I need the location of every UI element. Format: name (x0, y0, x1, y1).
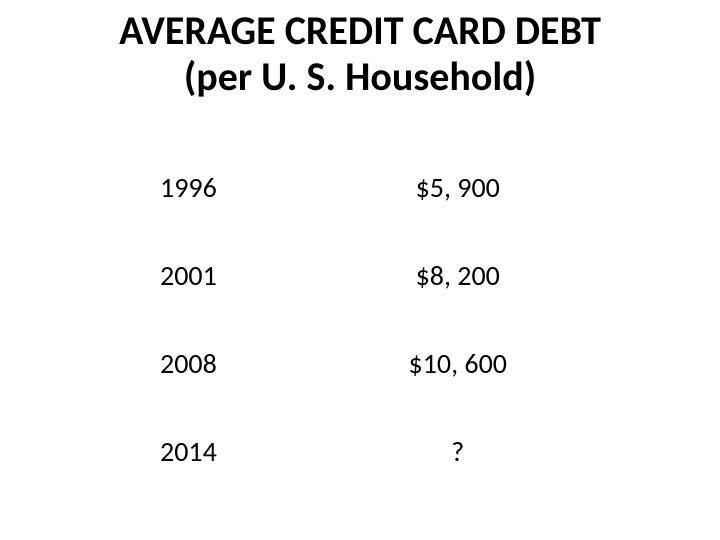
data-table: 1996 $5, 900 2001 $8, 200 2008 $10, 600 … (150, 170, 570, 522)
cell-year: 2008 (150, 346, 345, 381)
cell-value: ? (345, 434, 570, 469)
table-row: 2008 $10, 600 (150, 346, 570, 434)
slide: AVERAGE CREDIT CARD DEBT (per U. S. Hous… (0, 0, 720, 540)
table-row: 1996 $5, 900 (150, 170, 570, 258)
cell-year: 2001 (150, 258, 345, 293)
cell-value: $5, 900 (345, 170, 570, 205)
cell-year: 2014 (150, 434, 345, 469)
cell-value: $8, 200 (345, 258, 570, 293)
slide-title: AVERAGE CREDIT CARD DEBT (per U. S. Hous… (0, 8, 720, 100)
table-row: 2001 $8, 200 (150, 258, 570, 346)
title-line-2: (per U. S. Household) (0, 54, 720, 100)
cell-year: 1996 (150, 170, 345, 205)
title-line-1: AVERAGE CREDIT CARD DEBT (0, 8, 720, 54)
table-row: 2014 ? (150, 434, 570, 522)
cell-value: $10, 600 (345, 346, 570, 381)
